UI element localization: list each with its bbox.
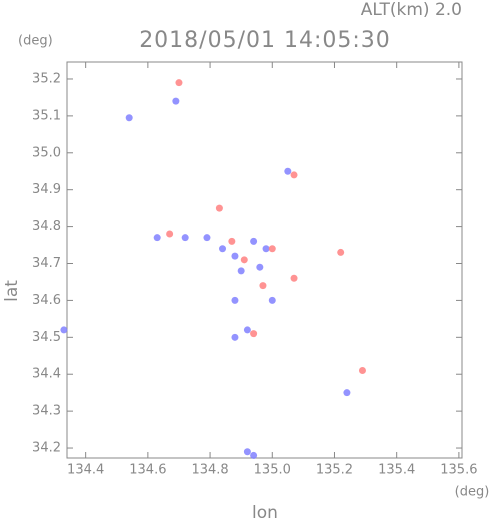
echo-point — [290, 274, 298, 282]
echo-point — [215, 204, 223, 212]
y-tick-label: 34.5 — [32, 330, 61, 345]
echo-point — [343, 389, 351, 397]
altitude-label: ALT(km) 2.0 — [361, 0, 462, 20]
echo-point — [259, 282, 267, 290]
x-tick-label: 135.2 — [316, 463, 353, 478]
y-tick-label: 35.0 — [32, 145, 61, 160]
echo-point — [175, 79, 183, 87]
echo-point — [172, 97, 180, 105]
x-tick-label: 134.8 — [191, 463, 228, 478]
echo-point — [268, 245, 276, 253]
y-tick-label: 34.8 — [32, 219, 61, 234]
echo-point — [268, 296, 276, 304]
echo-point — [231, 252, 239, 260]
y-tick-label: 34.7 — [32, 256, 61, 271]
echo-point — [228, 237, 236, 245]
echo-point — [125, 114, 133, 122]
y-tick-label: 34.4 — [32, 367, 61, 382]
echo-point — [181, 234, 189, 242]
x-tick-label: 135.6 — [440, 463, 477, 478]
echo-point — [262, 245, 270, 253]
y-tick-label: 34.6 — [32, 293, 61, 308]
y-tick-label: 34.3 — [32, 404, 61, 419]
y-unit: (deg) — [18, 34, 53, 49]
echo-point — [337, 248, 345, 256]
echo-point — [358, 367, 366, 375]
echo-point — [250, 330, 258, 338]
echo-point — [60, 326, 68, 334]
y-tick-label: 34.2 — [32, 441, 61, 456]
x-axis-label: lon — [252, 503, 278, 521]
chart-title: 2018/05/01 14:05:30 — [139, 28, 391, 53]
echo-point — [219, 245, 227, 253]
echo-point — [284, 167, 292, 175]
echo-point — [231, 333, 239, 341]
echo-point — [240, 256, 248, 264]
echo-point — [256, 263, 264, 271]
echo-point — [237, 267, 245, 275]
echo-point — [243, 326, 251, 334]
plot-frame — [66, 61, 463, 459]
y-tick-label: 35.2 — [32, 71, 61, 86]
echo-point — [166, 230, 174, 238]
y-tick-label: 35.1 — [32, 108, 61, 123]
echo-point — [250, 451, 258, 459]
echo-point — [231, 296, 239, 304]
echo-point — [290, 171, 298, 179]
x-tick-label: 135.4 — [378, 463, 415, 478]
y-tick-label: 34.9 — [32, 182, 61, 197]
echo-point — [243, 448, 251, 456]
x-tick-label: 135.0 — [254, 463, 291, 478]
echo-point — [250, 237, 258, 245]
y-axis-label: lat — [2, 280, 22, 302]
x-tick-label: 134.6 — [129, 463, 166, 478]
x-tick-label: 134.4 — [67, 463, 104, 478]
echo-point — [153, 234, 161, 242]
echo-point — [203, 234, 211, 242]
x-unit: (deg) — [455, 485, 490, 500]
